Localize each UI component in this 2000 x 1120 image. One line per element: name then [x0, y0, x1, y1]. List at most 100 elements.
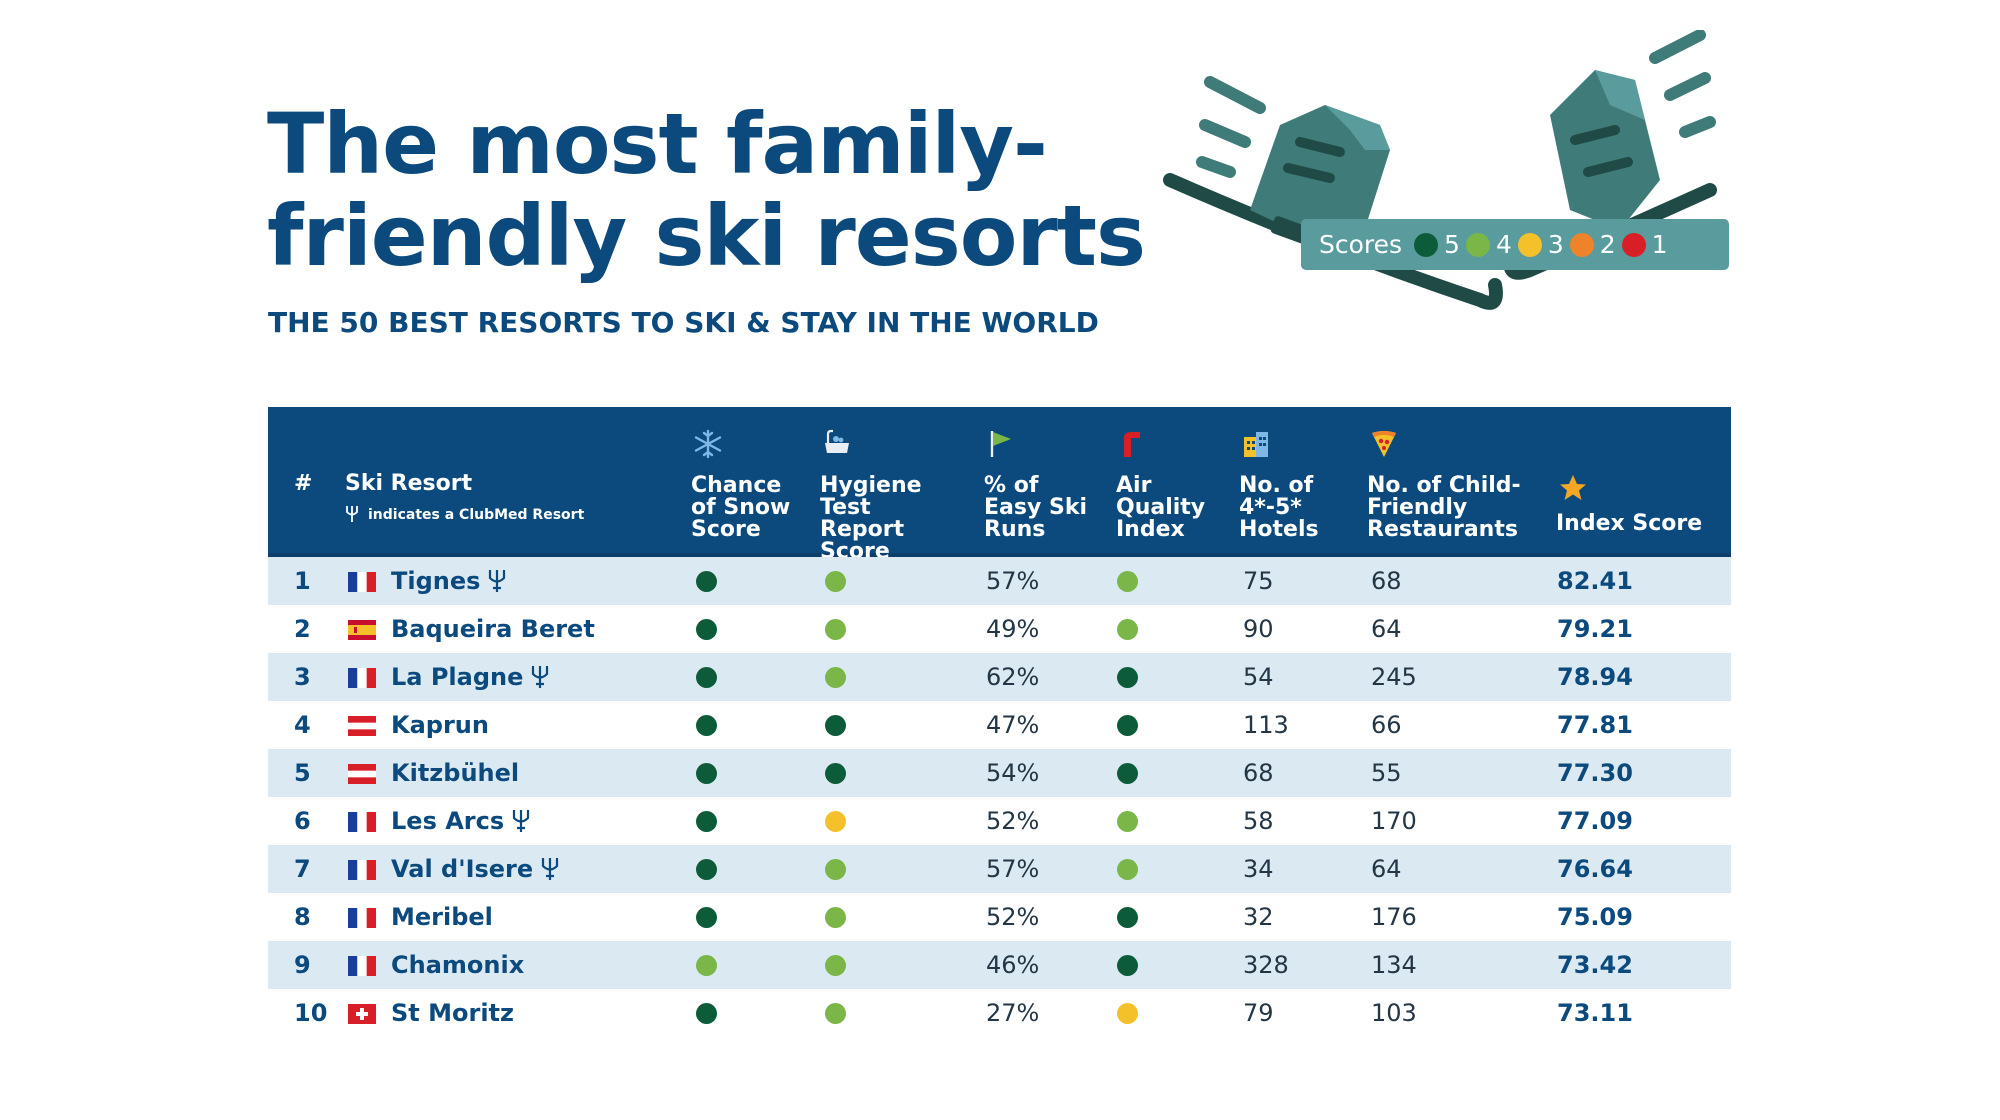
snow-score-dot: [696, 955, 717, 976]
austria-flag-icon: [348, 764, 376, 784]
header-restaurants: No. of Child-Friendly Restaurants: [1367, 431, 1527, 541]
table-body: 1 Tignes 57% 75 68 82.41 2 Baqueira Beret 49% 90 6…: [268, 557, 1731, 1037]
legend-item: 4: [1465, 230, 1512, 259]
index-score-cell: 75.09: [1557, 903, 1633, 931]
table-row: 1 Tignes 57% 75 68 82.41: [268, 557, 1731, 605]
france-flag-icon: [348, 956, 376, 976]
index-score-cell: 77.09: [1557, 807, 1633, 835]
spain-flag-icon: [348, 620, 376, 640]
easy-runs-cell: 52%: [986, 903, 1040, 931]
resort-name: Kitzbühel: [391, 759, 520, 787]
snow-score-dot: [696, 571, 717, 592]
clubmed-trident-icon: [542, 858, 559, 880]
air-quality-dot: [1117, 619, 1138, 640]
header-hygiene: Hygiene Test Report Score: [820, 429, 960, 563]
table-row: 6 Les Arcs 52% 58 170 77.09: [268, 797, 1731, 845]
score-dot-icon: [1465, 232, 1490, 257]
france-flag-icon: [348, 908, 376, 928]
table-row: 10 St Moritz 27% 79 103 73.11: [268, 989, 1731, 1037]
france-flag-icon: [348, 860, 376, 880]
rank-cell: 3: [294, 663, 311, 691]
legend-value: 3: [1547, 230, 1564, 259]
table-row: 4 Kaprun 47% 113 66 77.81: [268, 701, 1731, 749]
easy-runs-cell: 52%: [986, 807, 1040, 835]
easy-runs-cell: 57%: [986, 855, 1040, 883]
table-row: 7 Val d'Isere 57% 34 64 76.64: [268, 845, 1731, 893]
easy-runs-cell: 62%: [986, 663, 1040, 691]
restaurants-cell: 68: [1371, 567, 1402, 595]
resort-name: Les Arcs: [391, 807, 505, 835]
legend-value: 1: [1651, 230, 1668, 259]
resort-name-cell: Tignes: [391, 557, 506, 605]
score-dot-icon: [1621, 232, 1646, 257]
resort-name-cell: Val d'Isere: [391, 845, 559, 893]
hotels-cell: 90: [1243, 615, 1274, 643]
legend-item: 3: [1517, 230, 1564, 259]
resort-name-cell: Chamonix: [391, 941, 524, 989]
air-quality-dot: [1117, 907, 1138, 928]
legend-item: 1: [1621, 230, 1668, 259]
table-row: 3 La Plagne 62% 54 245 78.94: [268, 653, 1731, 701]
rank-cell: 5: [294, 759, 311, 787]
bathtub-icon: [825, 429, 849, 453]
index-score-cell: 82.41: [1557, 567, 1633, 595]
hygiene-score-dot: [825, 1003, 846, 1024]
restaurants-cell: 66: [1371, 711, 1402, 739]
clubmed-trident-icon: [346, 506, 358, 522]
score-dot-icon: [1414, 232, 1439, 257]
air-quality-dot: [1117, 571, 1138, 592]
header-rank: #: [294, 471, 313, 496]
snow-score-dot: [696, 763, 717, 784]
page-title: The most family-friendly ski resorts: [267, 95, 1146, 285]
hotels-cell: 113: [1243, 711, 1289, 739]
easy-runs-cell: 47%: [986, 711, 1040, 739]
hygiene-score-dot: [825, 667, 846, 688]
resort-name: Chamonix: [391, 951, 525, 979]
rank-cell: 6: [294, 807, 311, 835]
snow-score-dot: [696, 619, 717, 640]
easy-runs-cell: 27%: [986, 999, 1040, 1027]
hotels-cell: 54: [1243, 663, 1274, 691]
restaurants-cell: 64: [1371, 855, 1402, 883]
snow-score-dot: [696, 811, 717, 832]
restaurants-cell: 103: [1371, 999, 1417, 1027]
hotels-cell: 58: [1243, 807, 1274, 835]
resort-table: # Ski Resort indicates a ClubMed Resort …: [268, 407, 1731, 1037]
hotels-cell: 34: [1243, 855, 1274, 883]
header-air: Air Quality Index: [1116, 432, 1216, 541]
header-index: Index Score: [1556, 475, 1702, 535]
hygiene-score-dot: [825, 955, 846, 976]
score-legend: Scores 5 4 3 2 1: [1301, 219, 1729, 270]
resort-name-cell: Baqueira Beret: [391, 605, 595, 653]
clubmed-trident-icon: [489, 570, 506, 592]
clubmed-trident-icon: [532, 666, 549, 688]
hygiene-score-dot: [825, 859, 846, 880]
rank-cell: 4: [294, 711, 311, 739]
resort-name-cell: Kitzbühel: [391, 749, 519, 797]
index-score-cell: 73.11: [1557, 999, 1633, 1027]
resort-name: Tignes: [391, 567, 481, 595]
air-quality-dot: [1117, 763, 1138, 784]
hygiene-score-dot: [825, 763, 846, 784]
hotels-cell: 75: [1243, 567, 1274, 595]
hotels-cell: 79: [1243, 999, 1274, 1027]
resort-name: Meribel: [391, 903, 493, 931]
page-subtitle: THE 50 BEST RESORTS TO SKI & STAY IN THE…: [268, 306, 1099, 339]
hygiene-score-dot: [825, 811, 846, 832]
france-flag-icon: [348, 668, 376, 688]
resort-name-cell: St Moritz: [391, 989, 514, 1037]
air-quality-dot: [1117, 859, 1138, 880]
snow-score-dot: [696, 907, 717, 928]
france-flag-icon: [348, 812, 376, 832]
rank-cell: 1: [294, 567, 311, 595]
ski-boots-illustration: [1163, 30, 1717, 310]
easy-runs-cell: 54%: [986, 759, 1040, 787]
resort-name-cell: Kaprun: [391, 701, 489, 749]
header-resort: Ski Resort: [345, 471, 473, 496]
snow-score-dot: [696, 715, 717, 736]
hotels-cell: 68: [1243, 759, 1274, 787]
restaurants-cell: 170: [1371, 807, 1417, 835]
legend-item: 2: [1569, 230, 1616, 259]
rank-cell: 7: [294, 855, 311, 883]
legend-value: 4: [1495, 230, 1512, 259]
